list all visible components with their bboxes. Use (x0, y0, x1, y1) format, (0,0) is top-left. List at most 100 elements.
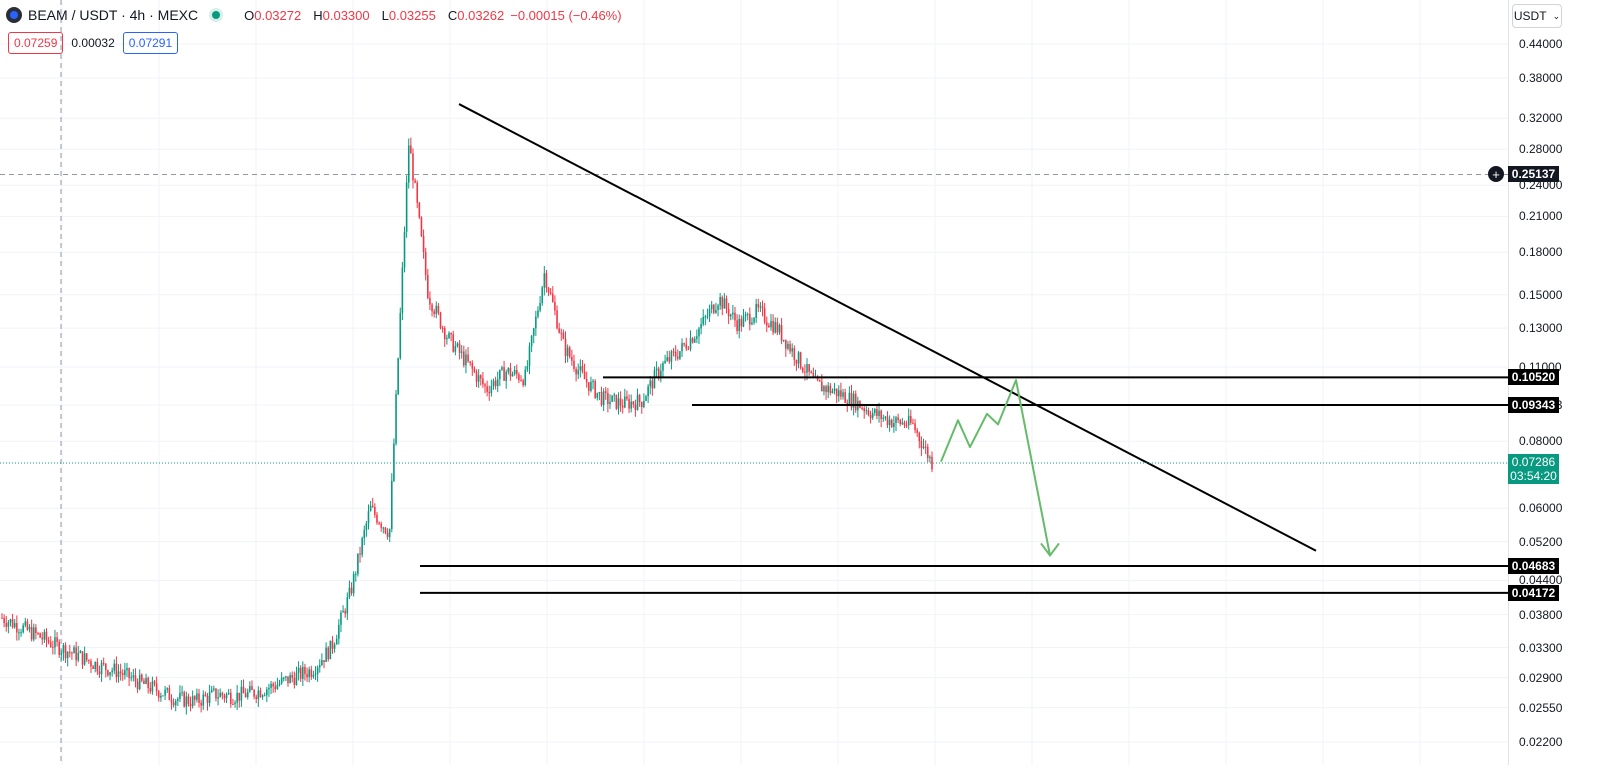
market-status-icon[interactable] (212, 11, 221, 19)
candle-body (181, 692, 183, 694)
price-level-tag[interactable]: 0.09343 (1508, 397, 1559, 414)
candle-body (460, 351, 463, 353)
candle-body (24, 621, 27, 626)
candle-body (515, 369, 518, 375)
candle-body (458, 343, 461, 353)
candle-body (441, 327, 444, 329)
candle-body (346, 597, 349, 614)
candle-body (520, 380, 522, 382)
price-tick-label: 0.05200 (1519, 534, 1563, 549)
candle-body (685, 344, 688, 349)
candle-body (183, 692, 185, 707)
candle-body (668, 357, 671, 362)
price-tick-label: 0.18000 (1519, 245, 1563, 260)
candle-body (352, 574, 355, 594)
candle-body (903, 422, 906, 426)
candle-body (518, 374, 520, 381)
candle-body (640, 401, 643, 407)
candle-body (573, 360, 575, 369)
symbol-title[interactable]: BEAM / USDT · 4h · MEXC (28, 7, 199, 23)
candle-body (450, 333, 452, 335)
candle-body (399, 312, 402, 359)
candle-body (443, 327, 446, 340)
sell-price-button[interactable]: 0.07259 (8, 32, 64, 54)
candle-body (905, 425, 908, 427)
candle-body (312, 674, 315, 677)
candle-body (456, 343, 459, 347)
current-price-tag[interactable]: 0.07286 03:54:20 (1508, 453, 1559, 484)
candle-body (316, 667, 319, 674)
candle-body (503, 367, 505, 381)
candle-body (609, 401, 611, 405)
candle-body (522, 380, 524, 386)
candle-body (75, 647, 77, 661)
candle-body (878, 410, 880, 417)
candle-body (429, 297, 431, 305)
candle-body (683, 343, 685, 345)
candle-body (918, 432, 921, 442)
candle-body (380, 523, 383, 528)
candle-body (844, 392, 846, 403)
candle-body (151, 681, 154, 692)
candle-body (109, 672, 111, 676)
candle-body (920, 441, 923, 448)
candle-body (465, 354, 467, 366)
candle-body (931, 456, 933, 470)
candle-body (674, 351, 677, 357)
price-tick-label: 0.38000 (1519, 71, 1563, 86)
candle-body (403, 231, 406, 268)
chart-area[interactable] (0, 0, 1508, 765)
candle-body (524, 369, 527, 386)
candle-body (98, 671, 101, 675)
candle-body (581, 366, 584, 372)
candle-body (723, 298, 726, 309)
buy-price-button[interactable]: 0.07291 (122, 32, 179, 54)
price-chart[interactable] (0, 0, 1508, 765)
candle-body (420, 217, 423, 237)
price-level-tag[interactable]: 0.25137 (1508, 166, 1559, 183)
candle-body (721, 296, 724, 309)
candle-body (801, 368, 804, 372)
add-alert-plus-icon[interactable]: + (1488, 166, 1504, 183)
candle-body (727, 308, 730, 317)
candle-body (755, 304, 757, 318)
candle-body (653, 370, 656, 389)
ohlc-change: −0.00015 (−0.46%) (510, 7, 622, 23)
candle-body (382, 527, 385, 529)
candle-body (897, 417, 899, 421)
candle-body (270, 683, 272, 688)
ohlc-high: H0.03300 (313, 7, 370, 23)
candle-body (28, 627, 31, 630)
candle-body (395, 394, 397, 444)
candle-body (295, 672, 298, 685)
candle-body (236, 692, 238, 703)
candle-body (539, 303, 541, 311)
price-level-tag[interactable]: 0.04683 (1508, 557, 1559, 574)
candle-body (189, 703, 192, 707)
price-tick-label: 0.15000 (1519, 287, 1563, 302)
candle-body (416, 182, 419, 203)
currency-selector[interactable]: USDT ⌄ (1512, 4, 1562, 28)
candle-body (833, 388, 836, 391)
candle-body (886, 416, 889, 426)
candle-body (306, 674, 308, 678)
candle-body (700, 324, 702, 329)
candle-body (54, 637, 56, 648)
candle-body (454, 346, 457, 352)
candle-body (376, 514, 378, 523)
candle-body (619, 398, 622, 406)
price-level-tag[interactable]: 0.04172 (1508, 584, 1559, 601)
candle-body (64, 645, 67, 659)
candle-body (799, 352, 802, 369)
price-level-tag[interactable]: 0.10520 (1508, 369, 1559, 386)
price-tick-label: 0.02900 (1519, 670, 1563, 685)
candle-body (825, 386, 827, 393)
candle-body (263, 695, 266, 697)
ohlc-low: L0.03255 (381, 7, 436, 23)
candle-body (782, 339, 785, 341)
candle-body (710, 304, 713, 310)
candle-body (479, 375, 482, 379)
candle-body (842, 392, 844, 397)
candle-body (486, 386, 488, 392)
candle-body (367, 511, 370, 524)
